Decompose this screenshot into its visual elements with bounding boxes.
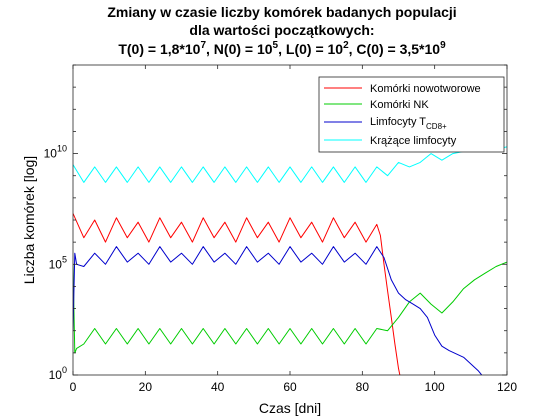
series-line-nk bbox=[73, 261, 507, 354]
legend-label-cd8-sub: CD8+ bbox=[426, 122, 447, 131]
y-tick-label: 105 bbox=[49, 254, 67, 271]
x-tick-label: 20 bbox=[139, 380, 153, 394]
x-axis: 0 20 40 60 80 100 120 bbox=[70, 65, 517, 394]
x-tick-label: 60 bbox=[283, 380, 297, 394]
series-line-circulating bbox=[73, 146, 507, 183]
legend-label-tumor: Komórki nowotworowe bbox=[370, 83, 481, 95]
condition-t-prefix: T(0) = 1,8*10 bbox=[118, 41, 200, 57]
condition-n-prefix: , N(0) = 10 bbox=[206, 41, 273, 57]
x-tick-label: 100 bbox=[425, 380, 445, 394]
chart-title-conditions: T(0) = 1,8*107, N(0) = 105, L(0) = 102, … bbox=[118, 40, 446, 57]
x-tick-label: 40 bbox=[211, 380, 225, 394]
series-layer bbox=[73, 146, 507, 375]
legend-label-cd8-main: Limfocyty T bbox=[370, 116, 426, 128]
condition-c-prefix: , C(0) = 3,5*10 bbox=[349, 41, 441, 57]
y-tick-label-base: 10 bbox=[49, 257, 63, 271]
x-tick-label: 120 bbox=[497, 380, 517, 394]
legend-label-circulating: Krążące limfocyty bbox=[370, 135, 457, 147]
x-axis-label: Czas [dni] bbox=[259, 400, 321, 416]
x-tick-label: 0 bbox=[70, 380, 77, 394]
condition-n-exp: 5 bbox=[273, 40, 279, 51]
legend-label-nk: Komórki NK bbox=[370, 99, 429, 111]
y-tick-label-exp: 5 bbox=[62, 254, 67, 264]
y-tick-label-base: 10 bbox=[49, 368, 63, 382]
y-tick-label-exp: 10 bbox=[57, 144, 67, 154]
y-tick-label: 100 bbox=[49, 365, 67, 382]
y-tick-label-base: 10 bbox=[44, 147, 58, 161]
series-line-tumor bbox=[73, 213, 401, 375]
condition-c-exp: 9 bbox=[440, 40, 446, 51]
x-tick-label: 80 bbox=[356, 380, 370, 394]
condition-t-exp: 7 bbox=[200, 40, 206, 51]
legend: Komórki nowotworowe Komórki NK Limfocyty… bbox=[318, 76, 505, 153]
y-axis-label: Liczba komórek [log] bbox=[21, 156, 37, 284]
condition-l-exp: 2 bbox=[343, 40, 349, 51]
legend-label-cd8: Limfocyty TCD8+ bbox=[370, 116, 447, 131]
series-line-cd8 bbox=[73, 246, 483, 375]
y-tick-label-exp: 0 bbox=[62, 365, 67, 375]
y-tick-label: 1010 bbox=[44, 144, 67, 161]
chart-title-line-1: Zmiany w czasie liczby komórek badanych … bbox=[107, 4, 456, 20]
condition-l-prefix: , L(0) = 10 bbox=[278, 41, 343, 57]
chart-title-line-2: dla wartości początkowych: bbox=[189, 22, 374, 38]
